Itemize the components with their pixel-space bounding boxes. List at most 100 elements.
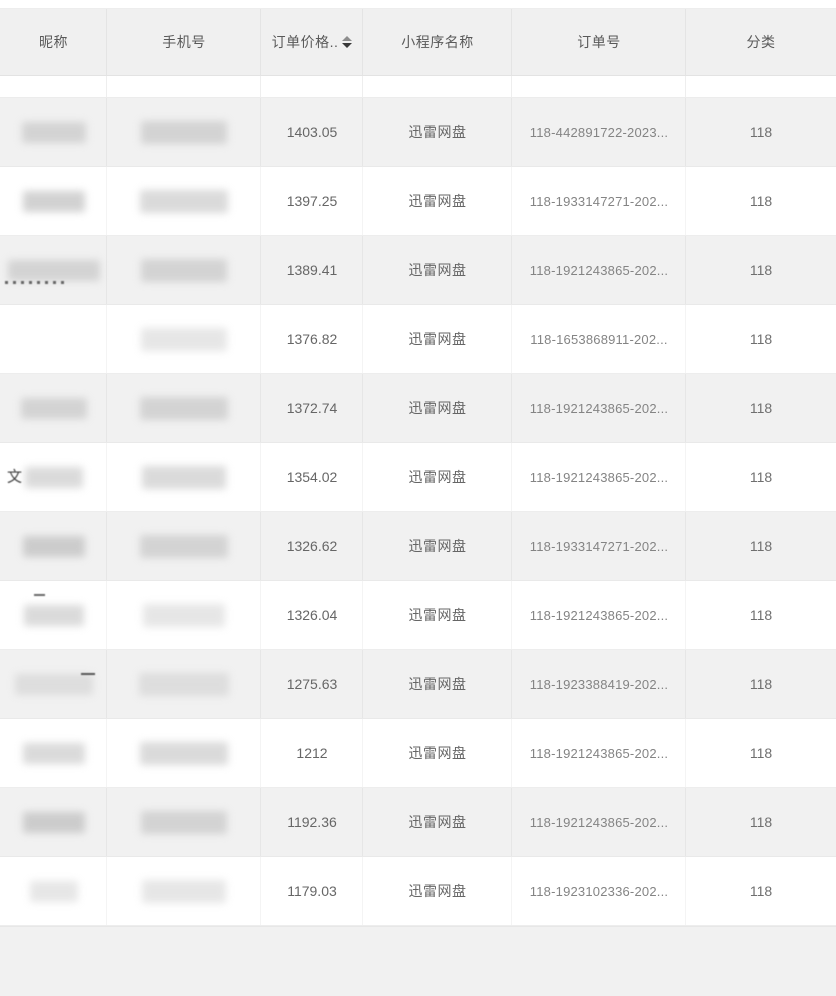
gap-cell [686, 76, 836, 97]
order-price-value: 1192.36 [287, 814, 337, 830]
order-price-value: 1389.41 [286, 262, 338, 278]
cell-phone-redacted [107, 719, 261, 787]
redaction-blur-phone [139, 672, 229, 696]
redaction-blur-nickname [14, 673, 93, 695]
cell-phone-redacted [107, 788, 261, 856]
cell-order-price: 1376.82 [261, 305, 363, 373]
column-header-category: 分类 [686, 9, 836, 75]
order-number-value: 118-1933147271-202... [529, 193, 669, 209]
order-number-value: 118-1933147271-202... [529, 538, 669, 554]
category-value: 118 [749, 262, 773, 278]
cell-nickname-redacted [0, 581, 107, 649]
cell-order-price: 1192.36 [261, 788, 363, 856]
redaction-blur-nickname [22, 535, 85, 557]
miniprogram-name-value: 迅雷网盘 [408, 331, 467, 347]
cell-phone-redacted [107, 443, 261, 511]
cell-miniprogram-name: 迅雷网盘 [363, 374, 512, 442]
table-row: 1326.04 迅雷网盘 118-1921243865-202... 118 [0, 581, 836, 650]
cell-category: 118 [686, 443, 836, 511]
cell-miniprogram-name: 迅雷网盘 [363, 167, 512, 235]
category-value: 118 [749, 193, 773, 209]
order-price-value: 1397.25 [286, 193, 338, 209]
orders-table: 昵称 手机号 订单价格.. 小程序名称 订单号 分类 1403.05 迅雷网盘 118-442… [0, 8, 836, 996]
cell-nickname-redacted [0, 374, 107, 442]
order-price-value: 1179.03 [287, 883, 337, 899]
cell-order-number: 118-1921243865-202... [512, 581, 686, 649]
gap-cell [512, 76, 686, 97]
cell-order-price: 1389.41 [261, 236, 363, 304]
order-number-value: 118-1921243865-202... [529, 262, 669, 278]
cell-order-number: 118-1933147271-202... [512, 167, 686, 235]
cell-nickname-redacted: 文 [0, 443, 107, 511]
column-header-program: 小程序名称 [363, 9, 512, 75]
column-header-label: 手机号 [162, 34, 206, 50]
cell-miniprogram-name: 迅雷网盘 [363, 236, 512, 304]
cell-category: 118 [686, 98, 836, 166]
column-header-price[interactable]: 订单价格.. [261, 9, 363, 75]
redaction-blur-nickname [22, 742, 85, 764]
cell-order-number: 118-442891722-2023... [512, 98, 686, 166]
cell-category: 118 [686, 581, 836, 649]
order-price-value: 1326.04 [286, 607, 338, 623]
miniprogram-name-value: 迅雷网盘 [408, 538, 467, 554]
miniprogram-name-value: 迅雷网盘 [408, 814, 467, 830]
cell-order-price: 1212 [261, 719, 363, 787]
table-row: 1192.36 迅雷网盘 118-1921243865-202... 118 [0, 788, 836, 857]
next-row-partial [0, 926, 836, 996]
redaction-blur-nickname [21, 121, 86, 143]
category-value: 118 [749, 883, 773, 899]
column-header-label: 分类 [746, 34, 776, 50]
gap-cell [261, 76, 363, 97]
miniprogram-name-value: 迅雷网盘 [408, 193, 467, 209]
nickname-text-remnant-mark [81, 673, 95, 675]
order-number-value: 118-1923102336-202... [529, 883, 669, 899]
order-number-value: 118-1923388419-202... [529, 676, 669, 692]
table-body: 1403.05 迅雷网盘 118-442891722-2023... 118 1397.… [0, 98, 836, 926]
cell-category: 118 [686, 788, 836, 856]
table-row: 1403.05 迅雷网盘 118-442891722-2023... 118 [0, 98, 836, 167]
miniprogram-name-value: 迅雷网盘 [408, 676, 467, 692]
category-value: 118 [749, 745, 773, 761]
redaction-blur-nickname [7, 259, 100, 281]
redaction-blur-phone [141, 327, 227, 351]
miniprogram-name-value: 迅雷网盘 [408, 124, 467, 140]
category-value: 118 [749, 676, 773, 692]
table-header-gap-row [0, 76, 836, 98]
category-value: 118 [749, 538, 773, 554]
order-number-value: 118-1921243865-202... [529, 607, 669, 623]
redaction-blur-phone [140, 741, 228, 765]
cell-miniprogram-name: 迅雷网盘 [363, 305, 512, 373]
order-price-value: 1326.62 [286, 538, 338, 554]
cell-order-price: 1397.25 [261, 167, 363, 235]
cell-category: 118 [686, 167, 836, 235]
cell-phone-redacted [107, 374, 261, 442]
cell-category: 118 [686, 512, 836, 580]
redaction-blur-nickname [22, 190, 85, 212]
cell-order-number: 118-1933147271-202... [512, 512, 686, 580]
order-number-value: 118-1921243865-202... [529, 400, 669, 416]
cell-miniprogram-name: 迅雷网盘 [363, 581, 512, 649]
caret-up-icon [342, 36, 353, 41]
column-header-label: 小程序名称 [401, 34, 474, 50]
table-row: 文 1354.02 迅雷网盘 118-1921243865-202... 118 [0, 443, 836, 512]
redaction-blur-phone [141, 120, 227, 144]
cell-phone-redacted [107, 305, 261, 373]
cell-category: 118 [686, 236, 836, 304]
order-price-value: 1275.63 [286, 676, 338, 692]
nickname-text-remnants [5, 281, 65, 284]
sort-caret-icon[interactable] [342, 36, 353, 48]
miniprogram-name-value: 迅雷网盘 [408, 607, 467, 623]
redaction-blur-phone [140, 534, 228, 558]
order-price-value: 1372.74 [286, 400, 338, 416]
cell-miniprogram-name: 迅雷网盘 [363, 788, 512, 856]
table-row: 1389.41 迅雷网盘 118-1921243865-202... 118 [0, 236, 836, 305]
table-row: 1376.82 迅雷网盘 118-1653868911-202... 118 [0, 305, 836, 374]
cell-nickname-redacted [0, 857, 107, 925]
redaction-blur-nickname [22, 811, 85, 833]
cell-category: 118 [686, 650, 836, 718]
redaction-blur-nickname [20, 397, 87, 419]
redaction-blur-nickname [29, 880, 78, 902]
gap-cell [363, 76, 512, 97]
cell-nickname-redacted [0, 236, 107, 304]
table-row: 1397.25 迅雷网盘 118-1933147271-202... 118 [0, 167, 836, 236]
